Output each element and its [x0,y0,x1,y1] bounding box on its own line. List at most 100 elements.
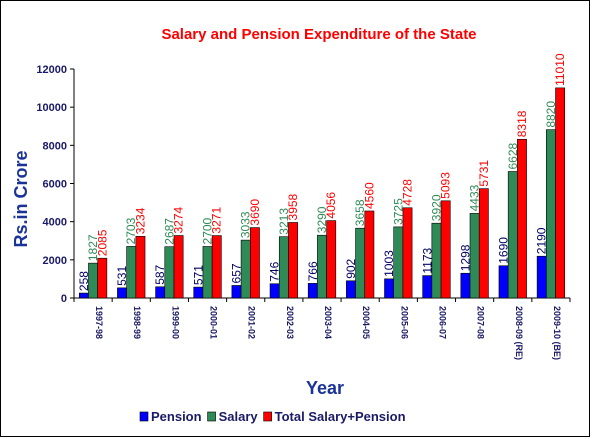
bar-total-salary-pension [173,235,184,299]
x-category-label: 2005-06 [399,306,409,339]
data-label: 1827 [86,234,100,261]
legend-label: Total Salary+Pension [275,409,406,424]
bar-salary [469,213,480,299]
bar-salary [88,262,98,299]
data-label: 3033 [239,211,253,238]
legend-label: Pension [151,409,202,424]
data-label: 2703 [124,217,138,244]
bar-salary [355,227,366,299]
bar-pension [117,287,127,299]
bar-pension [231,285,242,299]
data-label: 571 [191,265,205,285]
data-label: 2700 [201,217,215,244]
data-label: 258 [77,271,91,291]
data-label: 11010 [553,53,567,86]
bar-pension [536,255,547,299]
bar-pension [384,278,395,299]
bar-total-salary-pension [555,87,566,299]
x-category-label: 2001-02 [247,306,257,339]
bar-pension [498,265,509,299]
plot-area: 0 2000 4000 6000 8000 10000 12000 1997-98 1998-9… [36,53,571,360]
bar-salary [431,222,442,299]
data-label: 5093 [439,172,453,199]
data-label: 1298 [458,244,472,271]
data-label: 8318 [515,110,529,137]
data-label: 3213 [277,208,291,235]
data-label: 2687 [162,218,176,245]
bar-pension [155,286,166,299]
bar-total-salary-pension [517,138,527,299]
bar-total-salary-pension [326,220,337,299]
bar-salary [393,226,404,299]
legend-swatch-pension [139,411,149,422]
legend: Pension Salary Total Salary+Pension [139,409,406,424]
x-category-label: 2002-03 [285,306,295,339]
bar-salary [546,129,556,299]
bar-pension [422,275,433,299]
bar-total-salary-pension [440,200,451,299]
data-label: 3271 [210,207,224,234]
legend-swatch-salary [207,411,216,422]
data-label: 531 [115,266,129,286]
data-label: 4433 [468,184,482,211]
bar-salary [126,246,137,299]
data-label: 1690 [497,237,511,264]
x-category-label: 1998-99 [132,306,142,339]
bar-total-salary-pension [478,188,489,299]
x-category-label: 2007-08 [476,306,486,339]
bar-pension [269,283,280,299]
y-tick-label: 8000 [43,140,67,152]
data-label: 3274 [172,206,186,233]
data-label: 5731 [477,160,491,187]
y-tick-label: 10000 [36,102,67,114]
y-tick-label: 2000 [43,255,67,267]
x-category-label: 2003-04 [323,306,333,339]
bar-pension [193,286,204,299]
x-category-label: 2006-07 [437,306,447,339]
bar-total-salary-pension [249,227,260,299]
data-label: 2085 [95,229,109,256]
data-label: 3958 [286,193,300,220]
x-category-label: 1997-98 [94,306,104,339]
x-category-label: 2008-09 (RE) [514,306,524,360]
x-axis-title: Year [306,378,344,398]
x-category-label: 2009-10 (BE) [552,306,562,360]
bar-total-salary-pension [135,235,146,299]
x-category-label: 2000-01 [209,306,219,339]
x-category-label: 1999-00 [170,306,180,339]
bar-total-salary-pension [97,257,108,299]
data-label: 746 [268,261,282,281]
bar-pension [460,272,471,299]
data-label: 1003 [382,250,396,277]
x-category-label: 2004-05 [361,306,371,339]
data-label: 3290 [315,206,329,233]
bar-salary [202,246,213,299]
bar-pension [78,292,89,299]
y-tick-label: 0 [61,293,67,305]
data-label: 1173 [420,247,434,273]
data-label: 766 [306,261,320,281]
bar-total-salary-pension [364,210,375,299]
legend-label: Salary [219,409,259,424]
bar-salary [240,239,251,299]
y-tick-label: 6000 [43,179,67,191]
data-label: 3725 [391,198,405,225]
bar-salary [507,171,518,299]
bar-salary [164,246,175,299]
bar-pension [307,283,318,299]
data-label: 3690 [248,199,262,226]
data-label: 3920 [429,194,443,221]
y-tick-label: 4000 [43,217,67,229]
chart-title: Salary and Pension Expenditure of the St… [161,26,476,43]
data-label: 3234 [133,207,147,234]
y-axis-title: Rs.in Crore [11,150,31,247]
data-label: 4560 [362,182,376,209]
bar-total-salary-pension [288,222,298,299]
data-label: 3658 [353,199,367,226]
y-tick-label: 12000 [36,64,67,76]
data-label: 587 [153,264,167,284]
data-label: 8820 [544,101,558,128]
data-label: 2190 [535,227,549,254]
